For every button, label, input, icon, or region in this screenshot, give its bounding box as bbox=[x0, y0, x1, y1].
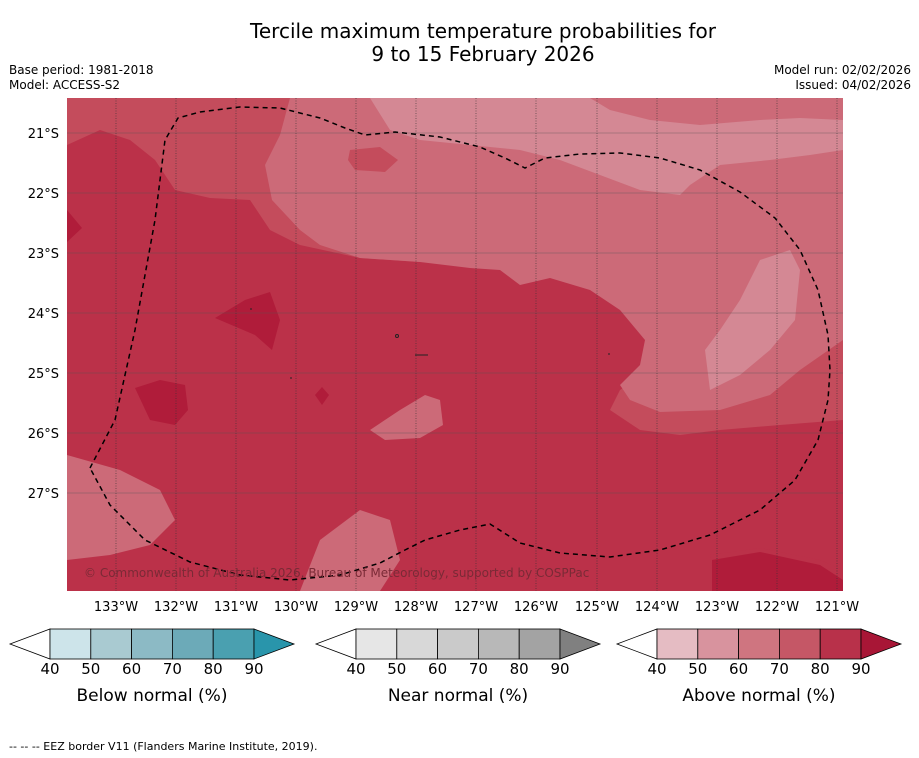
near-colorbar-segment bbox=[396, 628, 438, 660]
longitude-axis: 133°W 132°W 131°W 130°W 129°W 128°W 127°… bbox=[94, 600, 859, 615]
near-colorbar-title: Near normal (%) bbox=[387, 686, 529, 706]
lon-label: 126°W bbox=[514, 600, 558, 615]
near-colorbar-high-extension bbox=[559, 628, 602, 660]
below-colorbar-segment bbox=[49, 628, 92, 660]
region-60-southwest bbox=[67, 455, 175, 560]
lon-label: 130°W bbox=[274, 600, 318, 615]
near-colorbar-segment bbox=[477, 628, 520, 660]
above-colorbar-tick: 60 bbox=[729, 660, 749, 678]
above-colorbar-segment bbox=[656, 628, 699, 660]
issued-date: Issued: 04/02/2026 bbox=[795, 78, 911, 92]
below-colorbar-tick: 50 bbox=[81, 660, 101, 678]
below-colorbar-title: Below normal (%) bbox=[76, 686, 228, 706]
region-70-blob bbox=[348, 147, 398, 172]
above-colorbar-tick: 80 bbox=[810, 660, 830, 678]
region-50-north bbox=[370, 98, 843, 195]
below-colorbar-segment bbox=[171, 628, 214, 660]
copyright-text: © Commonwealth of Australia 2026, Bureau… bbox=[84, 566, 589, 580]
lon-label: 125°W bbox=[575, 600, 619, 615]
latitude-lines bbox=[67, 132, 843, 494]
above-colorbar-tick: 40 bbox=[647, 660, 667, 678]
above-colorbar-title: Above normal (%) bbox=[682, 686, 836, 706]
above-colorbar-segment bbox=[738, 628, 780, 660]
region-60-center bbox=[370, 395, 443, 440]
near-colorbar-tick: 80 bbox=[509, 660, 529, 678]
footnote: -- -- -- EEZ border V11 (Flanders Marine… bbox=[9, 740, 318, 753]
near-colorbar-segment bbox=[355, 628, 398, 660]
region-60-south bbox=[300, 510, 400, 591]
region-90-blob-2 bbox=[215, 292, 280, 350]
below-colorbar-segment bbox=[212, 628, 255, 660]
lon-label: 122°W bbox=[755, 600, 799, 615]
below-colorbar-tick: 60 bbox=[122, 660, 142, 678]
above-colorbar-segment bbox=[697, 628, 739, 660]
latitude-axis: 21°S 22°S 23°S 24°S 25°S 26°S 27°S bbox=[28, 127, 59, 502]
region-50-east bbox=[705, 250, 800, 390]
lon-label: 133°W bbox=[94, 600, 138, 615]
above-colorbar-tick: 50 bbox=[688, 660, 708, 678]
lon-label: 129°W bbox=[334, 600, 378, 615]
near-colorbar-tick: 50 bbox=[387, 660, 407, 678]
below-colorbar-low-extension bbox=[8, 628, 51, 660]
model-name: Model: ACCESS-S2 bbox=[9, 78, 121, 92]
region-90-blob-4 bbox=[67, 210, 82, 242]
near-colorbar-tick: 40 bbox=[346, 660, 366, 678]
near-colorbar-segment bbox=[437, 628, 479, 660]
lon-label: 121°W bbox=[815, 600, 859, 615]
region-90-blob-3 bbox=[315, 387, 329, 405]
lat-label: 21°S bbox=[28, 127, 59, 142]
meta-left: Base period: 1981-2018 Model: ACCESS-S2 bbox=[9, 63, 154, 93]
probability-map: © Commonwealth of Australia 2026, Bureau… bbox=[67, 98, 843, 591]
above-colorbar-segment bbox=[779, 628, 821, 660]
lon-label: 132°W bbox=[154, 600, 198, 615]
title-line-2: 9 to 15 February 2026 bbox=[371, 42, 595, 66]
meta-right: Model run: 02/02/2026 Issued: 04/02/2026 bbox=[774, 63, 911, 93]
lat-label: 24°S bbox=[28, 307, 59, 322]
below-colorbar-high-extension bbox=[253, 628, 296, 660]
below-colorbar-segment bbox=[131, 628, 173, 660]
region-90-southeast bbox=[712, 552, 843, 591]
below-colorbar-tick: 40 bbox=[40, 660, 60, 678]
below-colorbar-tick: 70 bbox=[162, 660, 182, 678]
lon-label: 131°W bbox=[214, 600, 258, 615]
lon-label: 127°W bbox=[454, 600, 498, 615]
model-run: Model run: 02/02/2026 bbox=[773, 63, 911, 77]
eez-border bbox=[89, 106, 831, 581]
lon-label: 123°W bbox=[695, 600, 739, 615]
near-colorbar-low-extension bbox=[314, 628, 357, 660]
above-colorbar-tick: 70 bbox=[769, 660, 789, 678]
above-colorbar-high-extension bbox=[860, 628, 903, 660]
above-colorbar-segment bbox=[819, 628, 862, 660]
above-colorbar-low-extension bbox=[615, 628, 658, 660]
near-colorbar-segment bbox=[518, 628, 561, 660]
graticule bbox=[115, 98, 838, 591]
near-colorbar-tick: 60 bbox=[428, 660, 448, 678]
lat-label: 22°S bbox=[28, 187, 59, 202]
below-colorbar-segment bbox=[90, 628, 133, 660]
lat-label: 27°S bbox=[28, 487, 59, 502]
chart-title: Tercile maximum temperature probabilitie… bbox=[0, 20, 919, 66]
lon-label: 124°W bbox=[635, 600, 679, 615]
below-colorbar-tick: 90 bbox=[244, 660, 264, 678]
near-colorbar-tick: 70 bbox=[468, 660, 488, 678]
lat-label: 25°S bbox=[28, 367, 59, 382]
lat-label: 26°S bbox=[28, 427, 59, 442]
colorbar-legend bbox=[8, 628, 903, 660]
region-90-blob-1 bbox=[135, 380, 188, 425]
lat-label: 23°S bbox=[28, 247, 59, 262]
lon-label: 128°W bbox=[394, 600, 438, 615]
near-colorbar-tick: 90 bbox=[550, 660, 570, 678]
islands bbox=[250, 308, 610, 379]
base-period: Base period: 1981-2018 bbox=[9, 63, 154, 77]
below-colorbar-tick: 80 bbox=[203, 660, 223, 678]
title-line-1: Tercile maximum temperature probabilitie… bbox=[250, 19, 716, 43]
above-colorbar-tick: 90 bbox=[851, 660, 871, 678]
